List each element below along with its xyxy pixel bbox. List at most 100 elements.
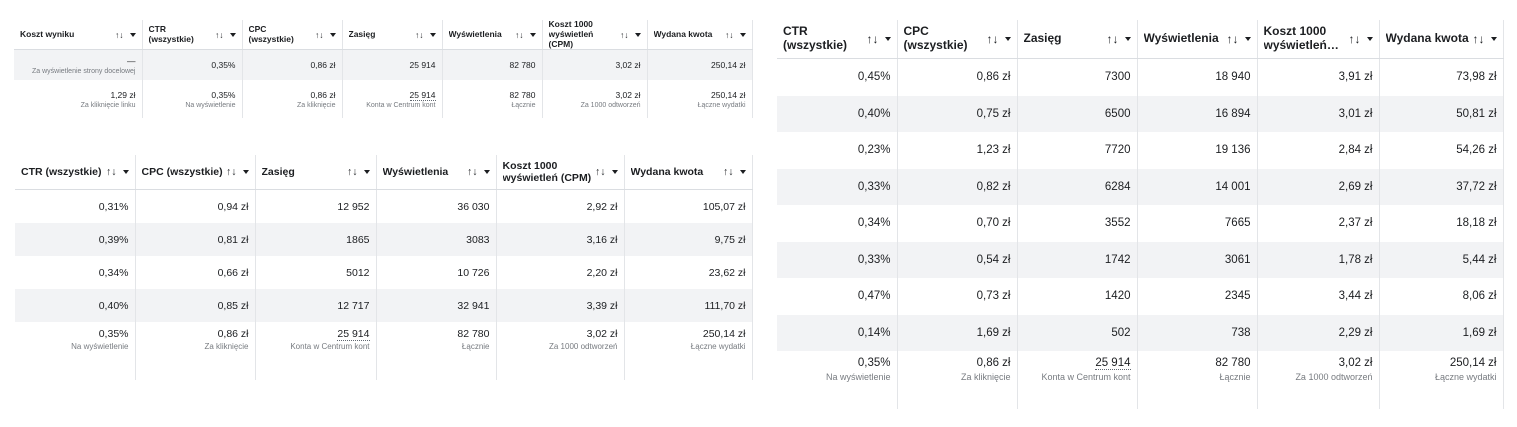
column-header-label: CPC (wszystkie) xyxy=(141,165,223,178)
table-cell: 0,85 zł xyxy=(135,289,256,322)
column-header[interactable]: CTR (wszystkie) ↑↓ xyxy=(777,20,898,59)
column-header[interactable]: CPC (wszystkie) ↑↓ xyxy=(242,20,343,51)
table-cell: 12 717 xyxy=(255,289,377,322)
chevron-down-icon[interactable] xyxy=(363,170,370,174)
column-header[interactable]: Koszt 1000 wyświetleń (CPM) ↑↓ xyxy=(496,155,625,190)
chevron-down-icon[interactable] xyxy=(739,32,746,37)
table-cell: 0,34% xyxy=(15,256,136,289)
column-header[interactable]: Wydana kwota ↑↓ xyxy=(1379,20,1504,59)
totals-value: 250,14 zł xyxy=(702,328,746,340)
table-cell: 0,94 zł xyxy=(135,189,256,223)
sort-icon[interactable]: ↑↓ xyxy=(467,166,478,178)
column-header-label: Wydana kwota xyxy=(1385,32,1469,46)
column-header[interactable]: CTR (wszystkie) ↑↓ xyxy=(142,20,243,51)
column-header-content: Wydana kwota ↑↓ xyxy=(631,155,746,189)
chevron-down-icon[interactable] xyxy=(1490,37,1497,41)
column-header[interactable]: Koszt wyniku ↑↓ xyxy=(14,20,143,51)
chevron-down-icon[interactable] xyxy=(229,32,236,37)
chevron-down-icon[interactable] xyxy=(429,32,436,37)
cell-note: Za wyświetlenie strony docelowej xyxy=(32,67,136,75)
totals-value: 82 780 xyxy=(1215,357,1251,369)
table-cell: 0,31% xyxy=(15,189,136,223)
totals-cell: 82 780 Łącznie xyxy=(442,80,543,119)
table-cell: 1,69 zł xyxy=(897,314,1018,351)
sort-icon[interactable]: ↑↓ xyxy=(1106,32,1119,46)
sort-icon[interactable]: ↑↓ xyxy=(106,166,117,178)
sort-icon[interactable]: ↑↓ xyxy=(115,29,124,40)
table-cell: 1,78 zł xyxy=(1257,241,1380,278)
chevron-down-icon[interactable] xyxy=(129,32,136,37)
chevron-down-icon[interactable] xyxy=(611,170,618,174)
cell-value: 0,35% xyxy=(211,60,236,71)
column-header[interactable]: Zasięg ↑↓ xyxy=(255,155,377,190)
sort-icon[interactable]: ↑↓ xyxy=(866,32,879,46)
chevron-down-icon[interactable] xyxy=(1366,37,1373,41)
table-cell: 3,02 zł xyxy=(542,49,648,81)
totals-cell: 0,35% Na wyświetlenie xyxy=(15,322,136,380)
totals-value: 3,02 zł xyxy=(586,328,618,340)
totals-value: 0,86 zł xyxy=(310,89,336,100)
column-header[interactable]: Wyświetlenia ↑↓ xyxy=(442,20,543,51)
chevron-down-icon[interactable] xyxy=(483,170,490,174)
totals-description: Za 1000 odtworzeń xyxy=(549,342,618,351)
totals-value: 0,35% xyxy=(211,89,236,100)
chevron-down-icon[interactable] xyxy=(122,170,129,174)
sort-icon[interactable]: ↑↓ xyxy=(347,166,358,178)
column-header[interactable]: CPC (wszystkie) ↑↓ xyxy=(135,155,256,190)
sort-icon[interactable]: ↑↓ xyxy=(226,166,237,178)
table-cell: 3061 xyxy=(1137,241,1258,278)
table-cell: 0,70 zł xyxy=(897,205,1018,242)
table-row: — Za wyświetlenie strony docelowej 0,35% 0,… xyxy=(14,49,753,81)
table-cell: 7300 xyxy=(1017,58,1138,96)
column-header[interactable]: Wyświetlenia ↑↓ xyxy=(376,155,497,190)
table-cell: 1,23 zł xyxy=(897,132,1018,169)
sort-icon[interactable]: ↑↓ xyxy=(215,29,224,40)
chevron-down-icon[interactable] xyxy=(634,32,641,37)
sort-icon[interactable]: ↑↓ xyxy=(723,166,734,178)
chevron-down-icon[interactable] xyxy=(329,32,336,37)
column-header[interactable]: CTR (wszystkie) ↑↓ xyxy=(15,155,136,190)
cell-value: 25 914 xyxy=(409,60,436,71)
sort-icon[interactable]: ↑↓ xyxy=(515,29,524,40)
sort-icon[interactable]: ↑↓ xyxy=(415,29,424,40)
table-cell: 0,33% xyxy=(777,241,898,278)
totals-value[interactable]: 25 914 xyxy=(1095,357,1131,370)
column-header[interactable]: Zasięg ↑↓ xyxy=(1017,20,1138,59)
table-cell: 250,14 zł xyxy=(647,49,753,81)
column-header-label: Wyświetlenia xyxy=(382,165,449,178)
table-cell: 3,91 zł xyxy=(1257,58,1380,96)
chevron-down-icon[interactable] xyxy=(529,32,536,37)
results-table-ads: CTR (wszystkie) ↑↓ CPC (wszystkie) ↑↓ Zasięg… xyxy=(777,20,1504,409)
totals-value[interactable]: 25 914 xyxy=(337,328,370,341)
table-cell: 0,39% xyxy=(15,223,136,256)
chevron-down-icon[interactable] xyxy=(1004,37,1011,41)
sort-icon[interactable]: ↑↓ xyxy=(986,32,999,46)
column-header[interactable]: Zasięg ↑↓ xyxy=(342,20,443,51)
sort-icon[interactable]: ↑↓ xyxy=(620,29,629,40)
totals-description: Za kliknięcie linku xyxy=(80,101,136,109)
sort-icon[interactable]: ↑↓ xyxy=(595,166,606,178)
totals-description: Na wyświetlenie xyxy=(185,101,236,109)
chevron-down-icon[interactable] xyxy=(739,170,746,174)
column-header[interactable]: Koszt 1000 wyświetleń… ↑↓ xyxy=(1257,20,1380,59)
column-header-content: Koszt 1000 wyświetleń (CPM) ↑↓ xyxy=(503,155,618,189)
column-header[interactable]: Wydana kwota ↑↓ xyxy=(647,20,753,51)
chevron-down-icon[interactable] xyxy=(242,170,249,174)
table-cell: 1420 xyxy=(1017,278,1138,315)
chevron-down-icon[interactable] xyxy=(884,37,891,41)
column-header[interactable]: Koszt 1000 wyświetleń (CPM) ↑↓ xyxy=(542,20,648,51)
column-header[interactable]: Wydana kwota ↑↓ xyxy=(624,155,753,190)
totals-cell: 250,14 zł Łączne wydatki xyxy=(624,322,753,380)
totals-cell: 25 914 Konta w Centrum kont xyxy=(342,80,443,119)
chevron-down-icon[interactable] xyxy=(1244,37,1251,41)
column-header-label: CPC (wszystkie) xyxy=(903,25,968,52)
column-header[interactable]: Wyświetlenia ↑↓ xyxy=(1137,20,1258,59)
column-header[interactable]: CPC (wszystkie) ↑↓ xyxy=(897,20,1018,59)
sort-icon[interactable]: ↑↓ xyxy=(725,29,734,40)
sort-icon[interactable]: ↑↓ xyxy=(1348,32,1361,46)
totals-value[interactable]: 25 914 xyxy=(409,89,436,101)
sort-icon[interactable]: ↑↓ xyxy=(1226,32,1239,46)
sort-icon[interactable]: ↑↓ xyxy=(1472,32,1485,46)
chevron-down-icon[interactable] xyxy=(1124,37,1131,41)
sort-icon[interactable]: ↑↓ xyxy=(315,29,324,40)
